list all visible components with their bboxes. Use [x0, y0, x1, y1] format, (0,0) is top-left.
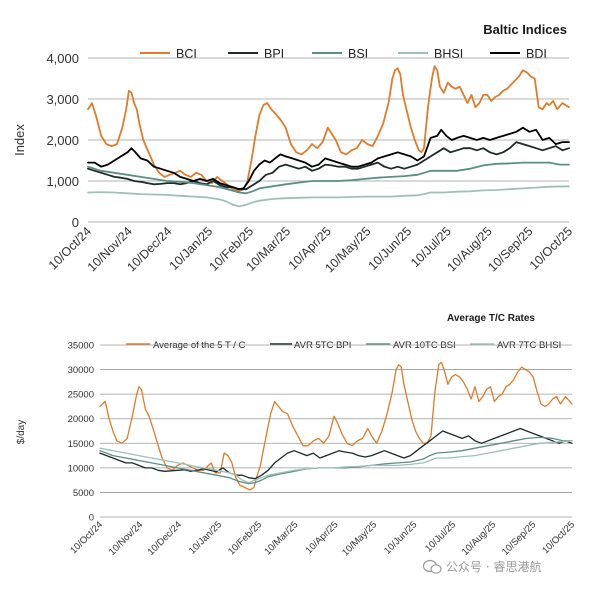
y-tick-label: 35000: [68, 341, 94, 352]
chart-title-baltic-indices: Baltic Indices: [483, 22, 567, 37]
y-tick-label: 0: [72, 215, 79, 230]
x-tick-label: 10/Jun/25: [366, 224, 415, 273]
y-tick-label: 4,000: [46, 51, 79, 66]
legend-label-bci: BCI: [176, 47, 197, 61]
y-tick-label: 30000: [68, 365, 94, 376]
y-tick-label: 5000: [73, 488, 94, 499]
y-axis-label-index: Index: [12, 124, 27, 156]
y-tick-label: 2,000: [46, 133, 79, 148]
x-tick-label: 10/Sep/25: [485, 224, 535, 274]
x-tick-label: 10/Sep/25: [500, 519, 538, 557]
x-tick-label: 10/Jul/25: [423, 519, 458, 554]
x-tick-label: 10/Oct/25: [540, 519, 577, 556]
wechat-icon: [422, 559, 442, 574]
y-tick-label: 10000: [68, 463, 94, 474]
x-tick-label: 10/Oct/25: [527, 224, 575, 272]
series-lines-average-tc-rates: [99, 361, 573, 491]
average-tc-rates-chart: Average T/C Rates Average of the 5 T / C…: [16, 313, 577, 558]
series-line-avr-10tc-bsi: [99, 436, 573, 485]
chart-title-average-tc-rates: Average T/C Rates: [447, 313, 535, 324]
y-tick-label: 3,000: [46, 92, 79, 107]
legend-baltic-indices: BCI BPI BSI BHSI BDI: [140, 47, 547, 61]
series-line-bhsi: [87, 185, 570, 208]
y-tick-label: 20000: [68, 414, 94, 425]
x-tick-label: 10/Dec/24: [146, 519, 184, 557]
gridlines-average-tc-rates: [100, 344, 572, 518]
x-tick-label: 10/Aug/25: [460, 519, 498, 557]
x-tick-label: 10/Jan/25: [187, 519, 224, 556]
legend-average-tc-rates: Average of the 5 T / C AVR 5TC BPI AVR 1…: [126, 340, 561, 351]
legend-label-bpi: BPI: [264, 47, 284, 61]
series-line-bdi: [87, 126, 570, 191]
legend-label-bhsi: BHSI: [434, 47, 463, 61]
x-tick-label: 10/Oct/24: [68, 519, 105, 556]
x-tick-label: 10/Mar/25: [262, 519, 300, 557]
watermark-text: 公众号 · 睿思港航: [446, 559, 541, 574]
y-tick-label: 15000: [68, 439, 94, 450]
x-tick-label: 10/Nov/24: [107, 519, 145, 557]
legend-label-bdi: BDI: [526, 47, 547, 61]
legend-label-bsi: BSI: [348, 47, 368, 61]
series-line-bpi: [87, 141, 570, 191]
legend-label-avr-5tc-bpi: AVR 5TC BPI: [294, 340, 351, 351]
baltic-indices-chart: Baltic Indices BCI BPI BSI BHSI BDI Inde…: [12, 22, 575, 275]
x-tick-label: 10/May/25: [340, 519, 379, 558]
legend-label-avr-7tc-bhsi: AVR 7TC BHSI: [497, 340, 561, 351]
series-line-bsi: [87, 161, 570, 195]
y-tick-label: 25000: [68, 390, 94, 401]
x-tick-label: 10/Jun/25: [382, 519, 419, 556]
series-line-bci: [87, 65, 570, 193]
y-axis-label-dollars-per-day: $/day: [16, 420, 27, 444]
y-tick-label: 0: [89, 513, 94, 524]
series-line-avr-7tc-bhsi: [99, 440, 573, 484]
y-ticks-average-tc-rates: 0 5000 10000 15000 20000 25000 30000 35000: [68, 341, 94, 524]
y-tick-label: 1,000: [46, 174, 79, 189]
legend-label-avr-10tc-bsi: AVR 10TC BSI: [393, 340, 456, 351]
x-tick-label: 10/Feb/25: [226, 519, 264, 557]
x-ticks-average-tc-rates: 10/Oct/24 10/Nov/24 10/Dec/24 10/Jan/25 10/F…: [68, 519, 577, 558]
x-tick-label: 10/Apr/25: [304, 519, 341, 556]
watermark: 公众号 · 睿思港航: [422, 559, 541, 574]
legend-label-avg-5tc: Average of the 5 T / C: [153, 340, 246, 351]
x-ticks-baltic-indices: 10/Oct/2410/Nov/2410/Dec/2410/Jan/2510/F…: [46, 224, 575, 275]
series-lines-baltic-indices: [87, 65, 570, 208]
y-ticks-baltic-indices: 0 1,000 2,000 3,000 4,000: [46, 51, 79, 230]
series-line-avr-5tc-bpi: [99, 427, 573, 480]
